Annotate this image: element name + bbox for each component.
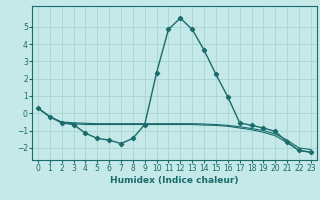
X-axis label: Humidex (Indice chaleur): Humidex (Indice chaleur) bbox=[110, 176, 239, 185]
